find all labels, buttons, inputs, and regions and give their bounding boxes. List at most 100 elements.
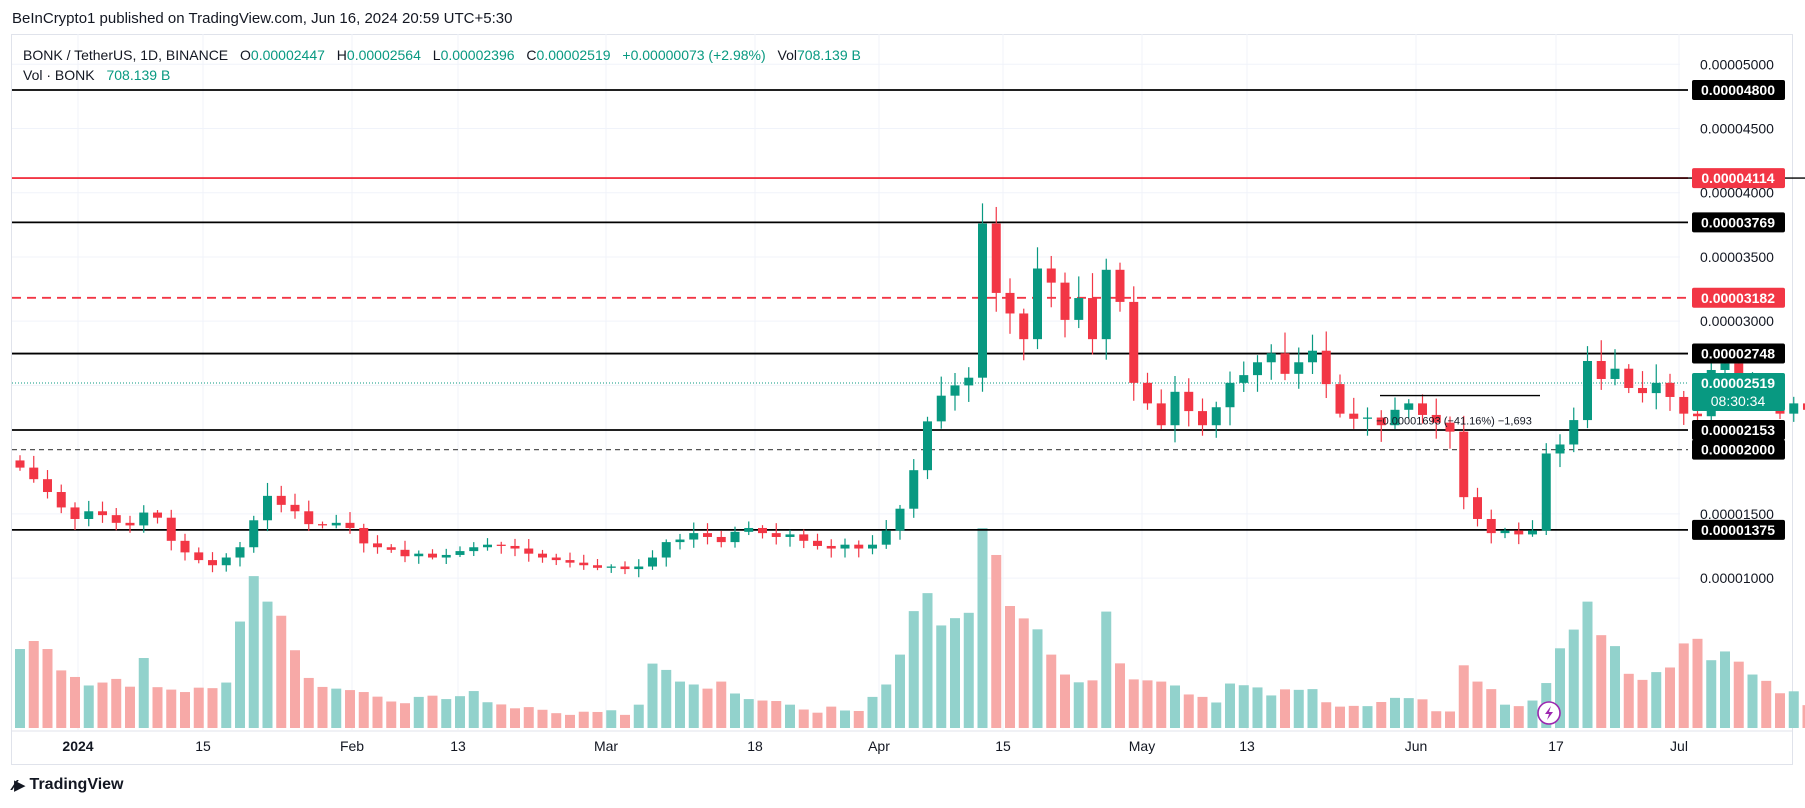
y-tick-label: 0.00005000	[1700, 56, 1774, 72]
candle-body	[593, 565, 602, 568]
volume-bar	[1678, 643, 1689, 728]
candle-body	[1280, 353, 1290, 374]
x-tick-label: 15	[995, 738, 1011, 754]
x-tick-label: 18	[747, 738, 763, 754]
volume-bar	[1348, 705, 1359, 728]
volume-bar	[565, 714, 575, 728]
volume-bar	[235, 621, 245, 728]
candle-body	[1665, 382, 1675, 397]
chart-legend: BONK / TetherUS, 1D, BINANCE O0.00002447…	[23, 45, 861, 85]
volume-bar	[1417, 699, 1428, 728]
volume-bar	[1472, 681, 1483, 728]
candle-body	[56, 492, 66, 508]
candle-body	[43, 479, 52, 493]
x-tick-label: 13	[450, 738, 466, 754]
volume-bar	[1500, 704, 1510, 728]
candle-body	[1005, 292, 1015, 314]
volume-bar	[826, 706, 837, 728]
candle-body	[304, 511, 314, 525]
candle-body	[936, 395, 946, 422]
candle-body	[1651, 382, 1661, 394]
open-label: O	[240, 47, 251, 63]
candle-body	[716, 536, 726, 543]
candle-body	[249, 520, 259, 548]
candle-body	[15, 460, 25, 468]
volume-bar	[1623, 673, 1634, 728]
lightning-bolt	[1545, 706, 1553, 720]
volume-bar	[963, 612, 974, 728]
candle-body	[813, 540, 822, 546]
volume-bar	[730, 693, 740, 728]
candle-body	[950, 385, 960, 396]
level-price-tag	[1692, 287, 1785, 308]
x-tick-label: Jun	[1405, 738, 1428, 754]
volume-bar	[785, 704, 795, 728]
volume-bar	[1335, 706, 1345, 728]
volume-bar	[1568, 629, 1579, 728]
candle-body	[1019, 313, 1029, 340]
candle-body	[826, 545, 836, 549]
candle-body	[221, 557, 231, 566]
volume-bar	[675, 681, 685, 728]
volume-row-label: Vol · BONK	[23, 67, 95, 83]
candle-body	[1170, 391, 1180, 426]
vol-value: 708.139 B	[797, 47, 861, 63]
volume-bar	[262, 601, 273, 728]
volume-bar	[56, 670, 67, 728]
candle-body	[923, 421, 932, 471]
candle-body	[854, 544, 864, 549]
level-price-label: 0.00001375	[1701, 522, 1775, 538]
x-tick-label: 17	[1548, 738, 1564, 754]
volume-bar	[895, 654, 905, 728]
volume-bar	[743, 699, 754, 728]
candle-body	[895, 508, 905, 531]
volume-bar	[1060, 674, 1070, 728]
volume-bar	[867, 696, 878, 728]
candle-body	[1445, 422, 1455, 432]
candle-body	[1541, 453, 1551, 531]
volume-bar	[1637, 679, 1648, 728]
candle-body	[1156, 403, 1166, 426]
volume-bar	[290, 650, 300, 728]
candle-body	[606, 566, 616, 568]
candle-body	[538, 553, 547, 558]
volume-bar	[1761, 680, 1772, 728]
candle-body	[1720, 363, 1730, 370]
volume-bar	[510, 708, 520, 728]
level-price-tag	[1692, 168, 1785, 189]
volume-bar	[372, 696, 383, 728]
candle-body	[1431, 414, 1441, 423]
candle-body	[263, 495, 272, 521]
volume-bar	[523, 707, 534, 728]
level-layer	[12, 89, 1688, 531]
volume-bar	[688, 684, 699, 728]
candle-body	[1198, 411, 1207, 426]
candlestick-chart[interactable]: −0.00001693 (−41.16%) −1,693 0.000050000…	[0, 0, 1805, 770]
volume-bar	[1018, 618, 1029, 728]
candle-body	[483, 544, 492, 548]
volume-layer	[15, 528, 1805, 728]
volume-bar	[97, 682, 108, 728]
candle-body	[881, 530, 891, 545]
volume-bar	[1458, 665, 1469, 728]
candle-body	[868, 544, 877, 549]
current-price-label: 0.00002519	[1701, 375, 1775, 391]
tradingview-logo[interactable]: ⁄⁄▶ TradingView	[13, 776, 124, 794]
candle-body	[1486, 518, 1496, 534]
candle-body	[689, 533, 699, 540]
current-price-tag	[1692, 372, 1785, 411]
volume-bar	[881, 684, 892, 728]
low-label: L	[432, 47, 441, 63]
volume-bar	[578, 711, 589, 728]
volume-bar	[1032, 629, 1043, 728]
volume-bar	[1665, 667, 1675, 728]
candle-body	[1514, 530, 1524, 535]
symbol-label[interactable]: BONK / TetherUS, 1D, BINANCE	[23, 47, 229, 63]
x-tick-label: 15	[195, 738, 211, 754]
candle-body	[1473, 497, 1482, 519]
volume-bar	[1211, 702, 1222, 728]
candle-body	[29, 467, 39, 480]
volume-bar	[248, 576, 259, 728]
x-tick-label: May	[1129, 738, 1155, 754]
volume-bar	[1555, 648, 1565, 728]
